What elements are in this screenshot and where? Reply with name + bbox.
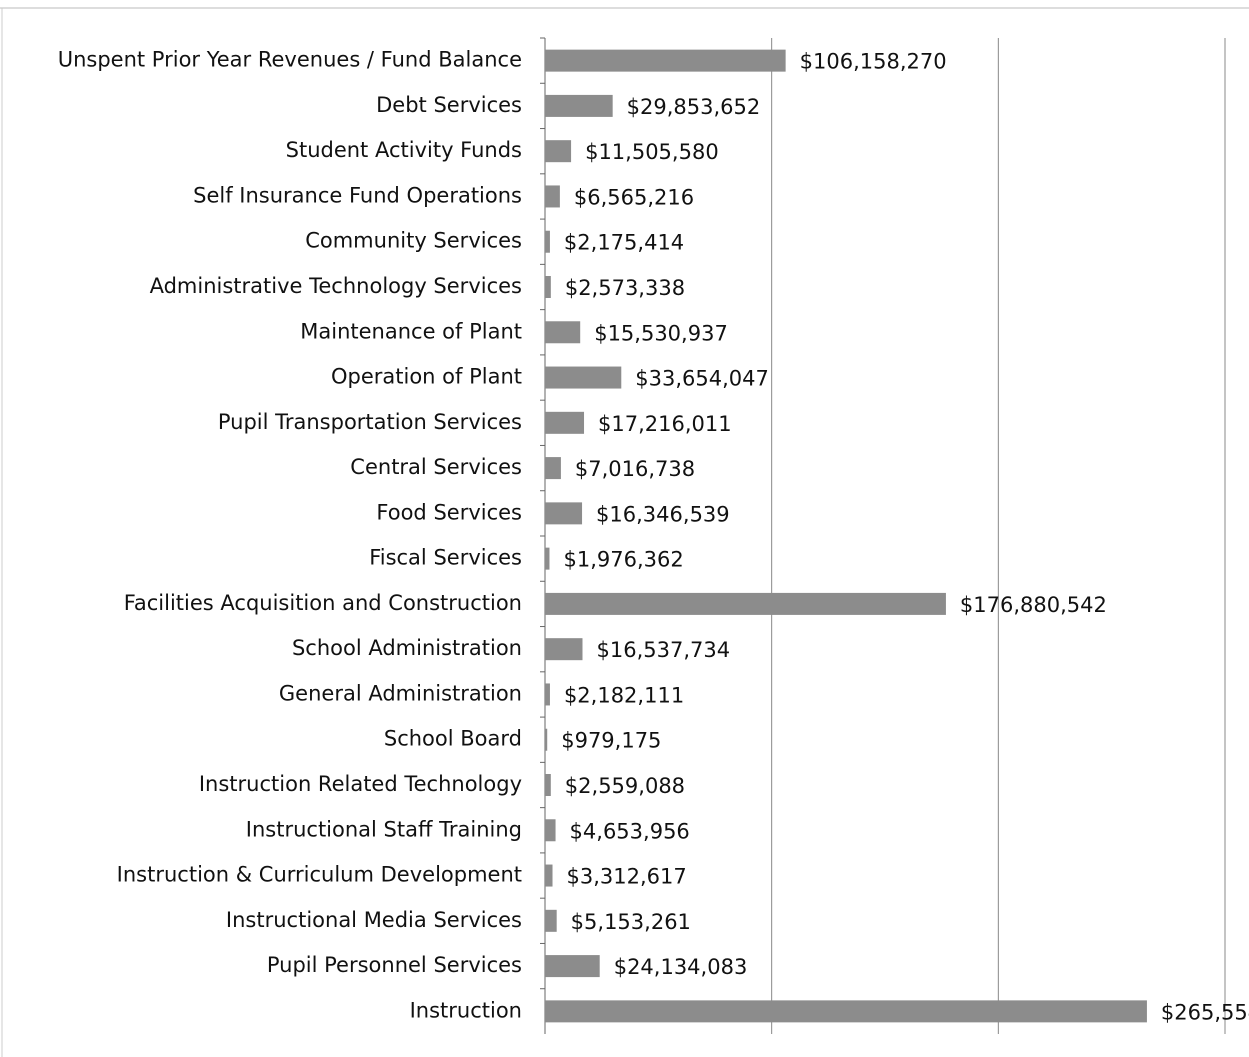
data-label: $2,182,111 <box>564 683 684 707</box>
data-label: $29,853,652 <box>627 95 761 119</box>
y-tick-label: Instructional Staff Training <box>246 817 522 841</box>
data-label: $1,976,362 <box>563 548 683 572</box>
data-label: $11,505,580 <box>585 140 719 164</box>
data-label: $5,153,261 <box>571 910 691 934</box>
bar <box>545 547 550 570</box>
bar <box>545 683 550 706</box>
y-tick-label: Pupil Personnel Services <box>267 953 522 977</box>
data-label: $2,175,414 <box>564 231 684 255</box>
bar <box>545 592 946 615</box>
bar <box>545 185 560 208</box>
data-label: $17,216,011 <box>598 412 732 436</box>
bar <box>545 728 548 751</box>
data-label: $7,016,738 <box>575 457 695 481</box>
y-tick-label: School Administration <box>292 636 522 660</box>
bar <box>545 1000 1147 1023</box>
bar <box>545 140 572 163</box>
y-tick-label: Food Services <box>376 500 522 524</box>
y-tick-label: General Administration <box>279 681 522 705</box>
data-label: $6,565,216 <box>574 185 694 209</box>
y-tick-label: Central Services <box>350 455 522 479</box>
y-tick-label: Unspent Prior Year Revenues / Fund Balan… <box>58 48 522 72</box>
bar <box>545 819 556 842</box>
y-tick-label: Community Services <box>305 229 522 253</box>
data-label: $265,554,383 <box>1161 1000 1249 1024</box>
y-tick-label: Self Insurance Fund Operations <box>193 183 522 207</box>
bar <box>545 502 583 525</box>
y-tick-label: Instruction <box>410 998 522 1022</box>
bar <box>545 774 551 796</box>
bar <box>545 638 583 661</box>
y-tick-label: School Board <box>384 727 522 751</box>
bar <box>545 955 600 978</box>
y-tick-label: Administrative Technology Services <box>150 274 522 298</box>
bar <box>545 457 561 480</box>
data-label: $16,537,734 <box>596 638 730 662</box>
bar <box>545 49 786 72</box>
data-label: $2,559,088 <box>565 774 685 798</box>
bar <box>545 864 553 887</box>
y-tick-label: Instruction Related Technology <box>199 772 522 796</box>
data-label: $106,158,270 <box>800 50 947 74</box>
data-label: $33,654,047 <box>635 367 769 391</box>
bar <box>545 321 581 344</box>
data-label: $979,175 <box>561 729 661 753</box>
y-tick-label: Facilities Acquisition and Construction <box>124 591 522 615</box>
y-tick-label: Debt Services <box>376 93 522 117</box>
bar <box>545 94 613 117</box>
bar <box>545 276 551 298</box>
y-tick-label: Student Activity Funds <box>286 138 522 162</box>
y-tick-label: Pupil Transportation Services <box>218 410 522 434</box>
data-label: $176,880,542 <box>960 593 1107 617</box>
y-tick-label: Fiscal Services <box>369 546 522 570</box>
y-tick-label: Instruction & Curriculum Development <box>117 863 522 887</box>
y-tick-label: Maintenance of Plant <box>300 319 522 343</box>
bar <box>545 909 557 932</box>
data-label: $3,312,617 <box>567 865 687 889</box>
y-tick-label: Instructional Media Services <box>226 908 522 932</box>
data-label: $15,530,937 <box>594 321 728 345</box>
y-tick-label: Operation of Plant <box>331 365 522 389</box>
data-label: $24,134,083 <box>614 955 748 979</box>
bar <box>545 366 622 389</box>
data-label: $2,573,338 <box>565 276 685 300</box>
bar <box>545 411 585 434</box>
data-label: $4,653,956 <box>570 819 690 843</box>
data-label: $16,346,539 <box>596 502 730 526</box>
bar <box>545 230 550 253</box>
